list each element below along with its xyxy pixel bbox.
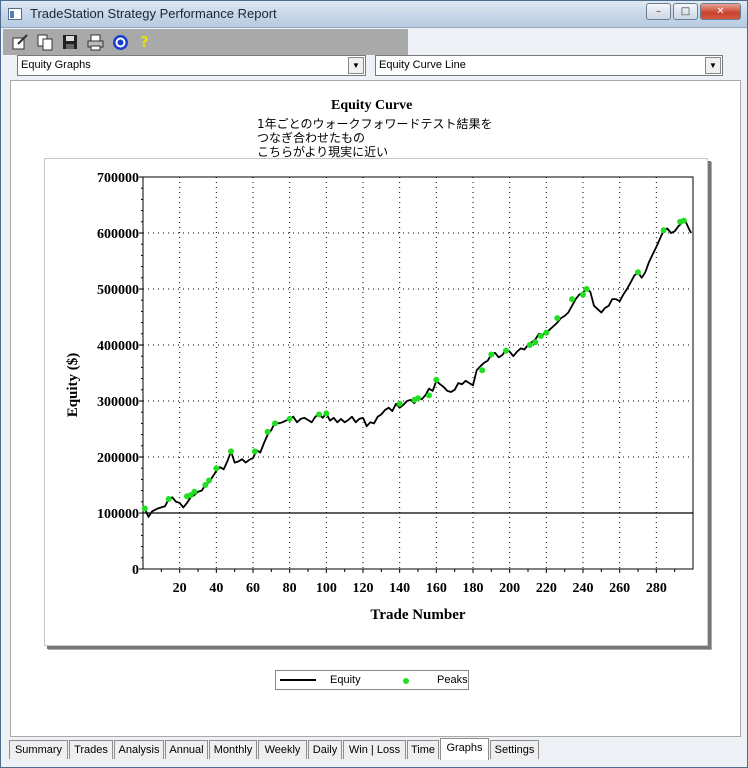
peak-point bbox=[202, 482, 209, 488]
toolbar: ? bbox=[3, 29, 408, 55]
x-tick-label: 220 bbox=[536, 581, 557, 596]
graph-type-select[interactable]: Equity Graphs ▼ bbox=[17, 55, 366, 76]
peak-point bbox=[526, 342, 533, 348]
x-tick-label: 180 bbox=[463, 581, 484, 596]
copy-icon[interactable] bbox=[37, 34, 54, 51]
legend-peaks-label: Peaks bbox=[437, 674, 468, 686]
peak-point bbox=[635, 269, 641, 276]
x-tick-label: 200 bbox=[499, 581, 520, 596]
app-icon bbox=[8, 8, 22, 20]
peak-point bbox=[323, 410, 330, 417]
x-tick-label: 20 bbox=[173, 581, 187, 596]
legend-peaks-dot bbox=[403, 678, 409, 684]
x-tick-label: 260 bbox=[609, 581, 630, 596]
plot-frame: 20 40 60 80 100 120 140 160 180 200 220 240 260 280 0 1… bbox=[44, 158, 708, 646]
graph-type-value: Equity Graphs bbox=[21, 59, 91, 71]
plot-area bbox=[142, 176, 694, 570]
target-icon[interactable] bbox=[112, 34, 129, 51]
peak-point bbox=[503, 347, 509, 354]
window-title: TradeStation Strategy Performance Report bbox=[30, 6, 277, 21]
minimize-button[interactable]: – bbox=[646, 3, 671, 20]
x-tick-label: 140 bbox=[389, 581, 410, 596]
peak-point bbox=[660, 227, 667, 234]
tab-analysis[interactable]: Analysis bbox=[114, 740, 164, 759]
legend-equity-line bbox=[280, 679, 316, 681]
y-tick-label: 500000 bbox=[97, 283, 139, 298]
peak-point bbox=[580, 291, 586, 298]
peak-point bbox=[213, 465, 220, 472]
chart-note-line-2: つなぎ合わせたもの bbox=[257, 131, 366, 145]
tab-summary[interactable]: Summary bbox=[9, 740, 68, 759]
tab-win-loss[interactable]: Win | Loss bbox=[343, 740, 406, 759]
peak-point bbox=[554, 315, 561, 322]
chevron-down-icon[interactable]: ▼ bbox=[348, 57, 364, 74]
graph-style-value: Equity Curve Line bbox=[379, 59, 466, 71]
y-tick-label: 200000 bbox=[97, 451, 139, 466]
tab-monthly[interactable]: Monthly bbox=[209, 740, 257, 759]
print-icon[interactable] bbox=[87, 34, 104, 51]
peak-point bbox=[165, 496, 172, 502]
peak-point bbox=[141, 505, 148, 512]
peak-point bbox=[680, 217, 687, 224]
x-tick-label: 240 bbox=[573, 581, 594, 596]
x-tick-label: 60 bbox=[246, 581, 260, 596]
peak-point bbox=[286, 415, 293, 422]
chevron-down-icon[interactable]: ▼ bbox=[705, 57, 721, 74]
peak-point bbox=[537, 333, 544, 340]
x-tick-label: 100 bbox=[316, 581, 337, 596]
y-tick-label: 700000 bbox=[97, 171, 139, 186]
peak-point bbox=[543, 329, 550, 336]
peak-point bbox=[206, 477, 212, 484]
peak-point bbox=[583, 286, 590, 292]
y-tick-label: 300000 bbox=[97, 395, 139, 410]
y-axis-label: Equity ($) bbox=[65, 353, 81, 418]
x-tick-label: 280 bbox=[646, 581, 667, 596]
chart-note-line-3: こちらがより現実に近い bbox=[257, 145, 389, 159]
close-button[interactable]: ✕ bbox=[700, 3, 741, 20]
graph-style-select[interactable]: Equity Curve Line ▼ bbox=[375, 55, 723, 76]
y-tick-label: 400000 bbox=[97, 339, 139, 354]
y-tick-label: 100000 bbox=[97, 507, 139, 522]
tab-trades[interactable]: Trades bbox=[69, 740, 113, 759]
peak-point bbox=[488, 351, 495, 358]
x-tick-label: 160 bbox=[426, 581, 447, 596]
equity-chart: 20 40 60 80 100 120 140 160 180 200 220 240 260 280 0 1… bbox=[65, 171, 694, 623]
help-icon[interactable]: ? bbox=[140, 33, 149, 51]
chart-note-line-1: 1年ごとのウォークフォワードテスト結果を bbox=[257, 117, 493, 131]
tab-settings[interactable]: Settings bbox=[490, 740, 539, 759]
peak-point bbox=[433, 376, 440, 383]
x-tick-label: 40 bbox=[209, 581, 223, 596]
x-axis-label: Trade Number bbox=[370, 607, 465, 623]
peak-point bbox=[251, 448, 258, 455]
x-tick-label: 120 bbox=[353, 581, 374, 596]
tab-time[interactable]: Time bbox=[407, 740, 439, 759]
title-bar: TradeStation Strategy Performance Report… bbox=[1, 1, 747, 28]
chart-title: Equity Curve bbox=[331, 98, 413, 113]
peak-point bbox=[191, 488, 198, 495]
tab-graphs[interactable]: Graphs bbox=[440, 738, 489, 760]
chart-legend: Equity Peaks bbox=[275, 670, 469, 690]
peak-point bbox=[532, 339, 539, 346]
y-tick-label: 600000 bbox=[97, 227, 139, 242]
peak-point bbox=[569, 296, 575, 303]
maximize-button[interactable]: □ bbox=[673, 3, 698, 20]
x-tick-label: 80 bbox=[283, 581, 297, 596]
peak-point bbox=[316, 411, 322, 418]
properties-icon[interactable] bbox=[12, 34, 29, 51]
peak-point bbox=[264, 428, 271, 435]
peak-point bbox=[272, 420, 278, 427]
tab-weekly[interactable]: Weekly bbox=[258, 740, 307, 759]
tab-annual[interactable]: Annual bbox=[165, 740, 208, 759]
peak-point bbox=[479, 367, 486, 374]
tab-daily[interactable]: Daily bbox=[308, 740, 342, 759]
peak-point bbox=[426, 392, 432, 399]
peak-point bbox=[415, 395, 421, 402]
peak-point bbox=[228, 448, 234, 455]
save-icon[interactable] bbox=[62, 34, 79, 51]
legend-equity-label: Equity bbox=[330, 674, 361, 686]
y-tick-label: 0 bbox=[132, 563, 139, 578]
peak-point bbox=[396, 400, 403, 407]
